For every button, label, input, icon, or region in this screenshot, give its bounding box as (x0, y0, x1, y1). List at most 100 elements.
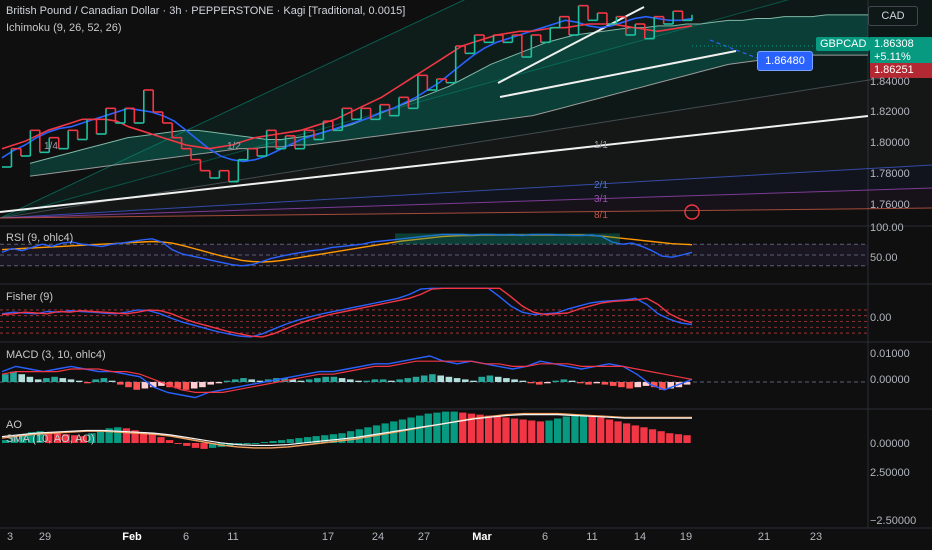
target-price-label[interactable]: 1.86480 (757, 51, 813, 71)
x-tick: 6 (182, 531, 190, 543)
fan-ray (0, 69, 932, 219)
ao-bar (96, 430, 105, 443)
ao-bar (295, 438, 303, 443)
macd-histogram-bar (240, 378, 247, 382)
macd-histogram-bar (141, 382, 149, 389)
ao-bar (545, 420, 553, 443)
ao-bar (234, 443, 243, 445)
ao-bar (114, 427, 122, 443)
trendline-lower (0, 115, 869, 213)
macd-title: MACD (3, 10, ohlc4) (6, 349, 106, 361)
ao-bar (260, 442, 269, 443)
ao-bar (459, 412, 467, 443)
ao-bar (148, 434, 156, 443)
macd-histogram-bar (560, 379, 568, 382)
fan-label: 8/1 (594, 210, 608, 221)
fisher-tick-0: 0.00 (870, 312, 892, 324)
macd-histogram-bar (601, 382, 609, 385)
ao-bar (27, 432, 36, 443)
macd-histogram-bar (388, 380, 395, 382)
ao-bar (140, 432, 148, 443)
fan-ray (0, 164, 932, 219)
x-tick: 27 (417, 531, 431, 543)
macd-histogram-bar (626, 382, 633, 389)
x-tick: 21 (757, 531, 771, 543)
macd-histogram-bar (182, 382, 190, 390)
rsi-tick-50: 50.00 (870, 252, 898, 264)
fan-band (0, 0, 932, 218)
fan-ray (0, 0, 466, 219)
macd-histogram-bar (527, 382, 535, 384)
fan-label: 1/4 (44, 141, 58, 152)
ao-bar (485, 415, 493, 443)
ao-bar (510, 418, 519, 443)
ao-bar (200, 443, 208, 449)
ao-bar (243, 443, 251, 444)
ao-bar (450, 411, 458, 443)
macd-histogram-bar (330, 376, 338, 382)
macd-histogram-bar (634, 382, 642, 388)
macd-histogram-bar (486, 375, 494, 382)
ao-bar (122, 428, 131, 443)
macd-histogram-bar (379, 379, 387, 382)
ao-bar (191, 443, 200, 448)
macd-histogram-bar (683, 382, 691, 385)
macd-histogram-bar (158, 382, 165, 386)
macd-histogram-bar (149, 382, 157, 388)
x-tick: 24 (371, 531, 385, 543)
macd-histogram-bar (593, 382, 600, 384)
ao-bar (278, 440, 286, 443)
price-tick: 1.82000 (870, 106, 910, 118)
fisher-title: Fisher (9) (6, 291, 54, 303)
ao-bar (338, 433, 346, 443)
macd-histogram-bar (371, 379, 379, 382)
ao-bar (441, 411, 450, 443)
ao-title: AO (6, 419, 22, 431)
ao-bar (303, 437, 312, 443)
fan-ray (0, 0, 790, 219)
macd-histogram-bar (84, 382, 91, 384)
span-a-line (29, 14, 868, 164)
macd-histogram-bar (462, 379, 469, 382)
macd-histogram-bar (535, 382, 543, 385)
macd-histogram-bar (223, 380, 231, 382)
macd-histogram-bar (256, 380, 264, 382)
ao-bar (528, 420, 536, 443)
ao-bar (476, 414, 484, 443)
ao-bar (605, 419, 614, 443)
ao-bar (269, 441, 277, 443)
macd-histogram-bar (51, 376, 58, 382)
macd-tick-0: 0.00000 (870, 374, 910, 386)
macd-histogram-bar (396, 379, 403, 382)
ao-bar (312, 436, 320, 443)
macd-line (1, 355, 693, 399)
ao-signal-line (1, 414, 692, 446)
macd-signal-line (1, 360, 693, 393)
ao-bar (657, 431, 665, 443)
ao-bar (648, 429, 657, 443)
last-price-tag: 1.86308 (870, 37, 932, 52)
price-tick: 1.80000 (870, 137, 910, 149)
fan-label: 1/2 (227, 141, 241, 152)
macd-histogram-bar (190, 382, 198, 389)
ao-bar (571, 415, 579, 443)
fisher-trigger-line (1, 287, 693, 338)
currency-selector[interactable]: CAD (868, 6, 918, 26)
macd-histogram-bar (363, 380, 370, 382)
ao-bar (536, 421, 545, 443)
macd-histogram-bar (67, 379, 75, 382)
ao-bar (174, 443, 182, 444)
span-b-line (29, 54, 868, 177)
x-tick: 11 (227, 531, 239, 543)
macd-histogram-bar (355, 380, 362, 382)
x-tick: 29 (38, 531, 52, 543)
ao-bar (131, 430, 139, 443)
ao-tick-0: 0.00000 (870, 438, 910, 450)
base-line (1, 23, 693, 150)
macd-histogram-bar (59, 378, 67, 382)
ao-bar (286, 439, 294, 443)
symbol-tag: GBPCAD (816, 37, 871, 51)
macd-histogram-bar (470, 380, 477, 382)
ao-bar (226, 443, 234, 446)
macd-histogram-bar (519, 380, 527, 382)
